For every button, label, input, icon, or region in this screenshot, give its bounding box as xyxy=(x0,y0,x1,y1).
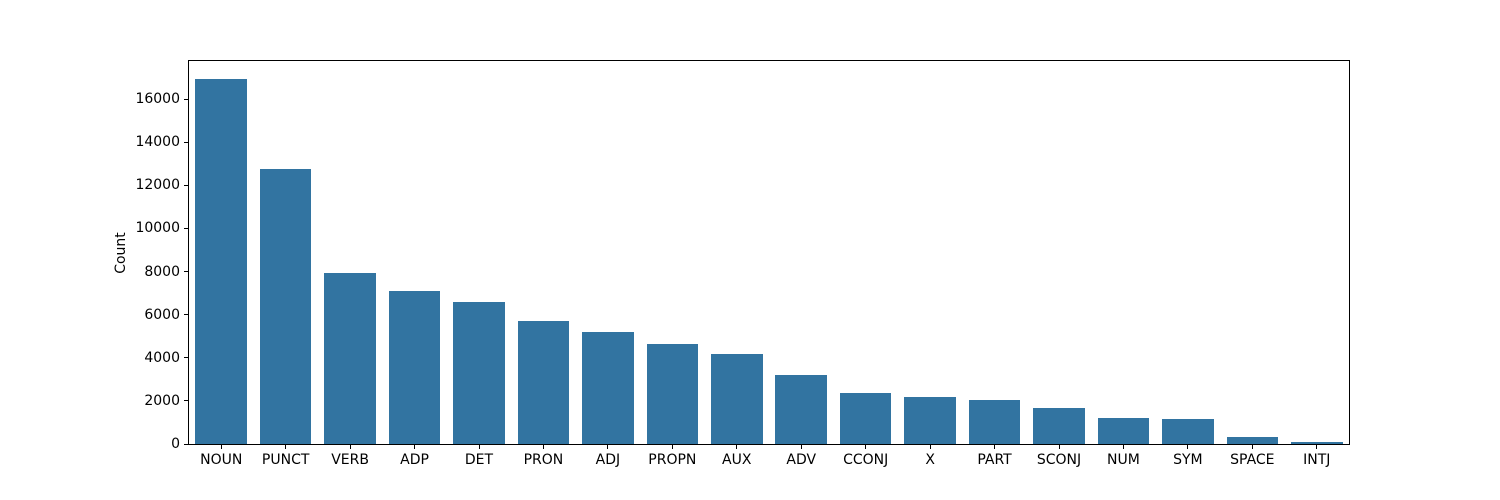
x-tick-mark xyxy=(994,444,996,449)
plot-area: 0 2000 4000 6000 8000 10000 12000 14000 16000 NO… xyxy=(135,60,1350,467)
bar-num xyxy=(1097,418,1150,444)
x-tick-label-sym: SYM xyxy=(1173,452,1203,468)
y-tick-label: 16000 xyxy=(135,91,180,108)
x-tick-label-verb: VERB xyxy=(331,452,369,468)
y-tick-label: 6000 xyxy=(144,306,180,323)
x-tick-mark xyxy=(607,444,609,449)
bar-det xyxy=(453,302,505,444)
bar-propn xyxy=(646,344,699,444)
bar-sym xyxy=(1162,419,1214,444)
bar-sconj xyxy=(1033,407,1085,444)
bar-intj xyxy=(1291,441,1343,444)
x-tick-mark xyxy=(1187,444,1189,449)
bar-x xyxy=(904,396,956,444)
bar-space xyxy=(1226,436,1279,444)
x-tick-label-x: X xyxy=(925,452,935,468)
x-tick-label-num: NUM xyxy=(1107,452,1140,468)
y-tick-mark xyxy=(184,98,189,100)
bar-verb xyxy=(324,273,376,444)
bar-punct xyxy=(259,168,312,444)
x-tick-mark xyxy=(865,444,867,449)
bar-pron xyxy=(517,321,570,444)
x-tick-label-adj: ADJ xyxy=(595,452,621,468)
y-tick-label: 4000 xyxy=(144,349,180,366)
x-tick-label-space: SPACE xyxy=(1230,452,1275,468)
y-tick-label: 10000 xyxy=(135,220,180,237)
x-tick-mark xyxy=(1058,444,1060,449)
bar-adv xyxy=(775,375,827,444)
y-tick-label: 2000 xyxy=(144,392,180,409)
x-tick-mark xyxy=(1316,444,1318,449)
x-tick-label-propn: PROPN xyxy=(648,452,697,468)
x-tick-mark xyxy=(414,444,416,449)
y-tick-label: 0 xyxy=(171,436,180,452)
x-tick-label-part: PART xyxy=(977,452,1012,468)
x-tick-mark xyxy=(220,444,222,449)
y-tick-mark xyxy=(184,271,189,273)
x-tick-label-intj: INTJ xyxy=(1303,452,1331,468)
x-tick-label-pron: PRON xyxy=(523,452,564,468)
x-tick-mark xyxy=(478,444,480,449)
y-tick-label: 8000 xyxy=(144,263,180,280)
x-tick-label-aux: AUX xyxy=(722,452,752,468)
x-tick-label-sconj: SCONJ xyxy=(1036,452,1082,468)
y-tick-mark xyxy=(184,314,189,316)
y-tick-mark xyxy=(184,184,189,186)
bar-adj xyxy=(582,331,634,444)
x-tick-label-punct: PUNCT xyxy=(261,452,310,468)
x-tick-mark xyxy=(1122,444,1124,449)
bar-aux xyxy=(711,353,763,444)
y-tick-label: 14000 xyxy=(135,134,180,151)
bar-part xyxy=(968,400,1021,444)
x-tick-mark xyxy=(929,444,931,449)
x-tick-label-adv: ADV xyxy=(786,452,817,468)
x-tick-mark xyxy=(349,444,351,449)
y-tick-mark xyxy=(184,357,189,359)
y-tick-mark xyxy=(184,400,189,402)
y-tick-label: 12000 xyxy=(135,177,180,194)
x-tick-mark xyxy=(671,444,673,449)
x-tick-label-cconj: CCONJ xyxy=(843,452,889,468)
y-tick-mark xyxy=(184,227,189,229)
x-tick-mark xyxy=(542,444,544,449)
y-tick-mark xyxy=(184,443,189,445)
y-tick-mark xyxy=(184,141,189,143)
x-tick-label-det: DET xyxy=(464,452,494,468)
y-axis-label: Count xyxy=(113,232,129,274)
x-tick-mark xyxy=(736,444,738,449)
x-tick-label-adp: ADP xyxy=(400,452,429,468)
x-tick-mark xyxy=(800,444,802,449)
x-tick-label-noun: NOUN xyxy=(200,452,243,468)
bar-noun xyxy=(195,79,247,444)
x-tick-mark xyxy=(285,444,287,449)
bar-adp xyxy=(388,290,441,444)
bar-cconj xyxy=(839,393,892,444)
x-tick-mark xyxy=(1251,444,1253,449)
